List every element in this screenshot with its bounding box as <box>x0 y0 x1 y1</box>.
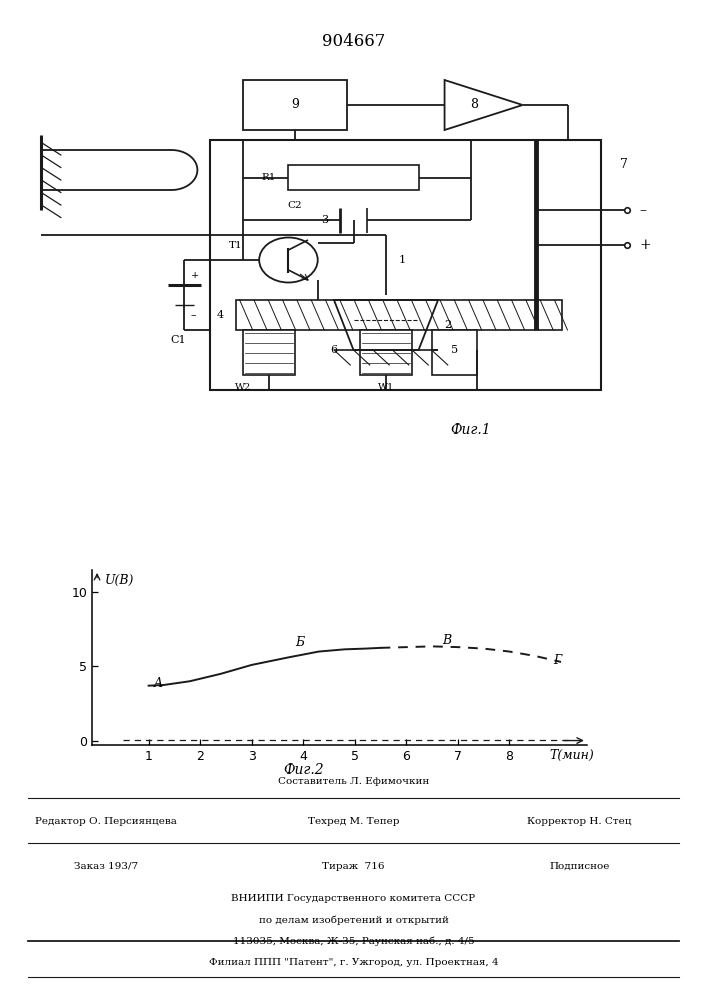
Text: 1: 1 <box>399 255 406 265</box>
Bar <box>211 140 601 390</box>
Text: В: В <box>443 634 452 647</box>
Text: W1: W1 <box>378 382 394 391</box>
Bar <box>431 330 477 375</box>
Text: Тираж  716: Тираж 716 <box>322 862 385 871</box>
Text: 7: 7 <box>620 158 628 172</box>
Bar <box>243 80 347 130</box>
Text: Филиал ППП "Патент", г. Ужгород, ул. Проектная, 4: Филиал ППП "Патент", г. Ужгород, ул. Про… <box>209 958 498 967</box>
Bar <box>236 300 561 330</box>
Text: 2: 2 <box>445 320 452 330</box>
Text: U(В): U(В) <box>105 574 134 587</box>
Text: T1: T1 <box>229 240 243 249</box>
Text: Подписное: Подписное <box>549 862 610 871</box>
Text: 3: 3 <box>321 215 328 225</box>
Text: Корректор Н. Стец: Корректор Н. Стец <box>527 817 632 826</box>
Text: W2: W2 <box>235 382 251 391</box>
Text: 6: 6 <box>330 345 337 355</box>
Text: –: – <box>191 310 197 320</box>
Text: по делам изобретений и открытий: по делам изобретений и открытий <box>259 915 448 925</box>
Text: Фиг.2: Фиг.2 <box>283 763 324 777</box>
Text: 8: 8 <box>470 99 478 111</box>
Text: Заказ 193/7: Заказ 193/7 <box>74 862 138 871</box>
Text: Составитель Л. Ефимочкин: Составитель Л. Ефимочкин <box>278 777 429 786</box>
Text: 113035, Москва, Ж-35, Раунская наб., д. 4/5: 113035, Москва, Ж-35, Раунская наб., д. … <box>233 936 474 946</box>
Text: Г: Г <box>554 654 561 667</box>
Text: Техред М. Тепер: Техред М. Тепер <box>308 817 399 826</box>
Text: +: + <box>191 270 199 279</box>
Text: Б: Б <box>296 636 305 649</box>
Bar <box>243 330 295 375</box>
Text: C1: C1 <box>170 335 186 345</box>
Text: Редактор О. Персиянцева: Редактор О. Персиянцева <box>35 817 177 826</box>
Text: 5: 5 <box>451 345 458 355</box>
Text: 9: 9 <box>291 99 299 111</box>
Text: A: A <box>154 677 163 690</box>
Bar <box>360 330 412 375</box>
Text: T(мин): T(мин) <box>549 749 594 762</box>
Text: C2: C2 <box>288 201 303 210</box>
Text: ВНИИПИ Государственного комитета СССР: ВНИИПИ Государственного комитета СССР <box>231 894 476 903</box>
Text: 4: 4 <box>216 310 223 320</box>
Bar <box>288 165 419 190</box>
Text: Фиг.1: Фиг.1 <box>450 423 491 437</box>
Text: R1: R1 <box>261 173 276 182</box>
Text: –: – <box>640 203 647 217</box>
Text: 904667: 904667 <box>322 33 385 50</box>
Text: +: + <box>640 238 651 252</box>
